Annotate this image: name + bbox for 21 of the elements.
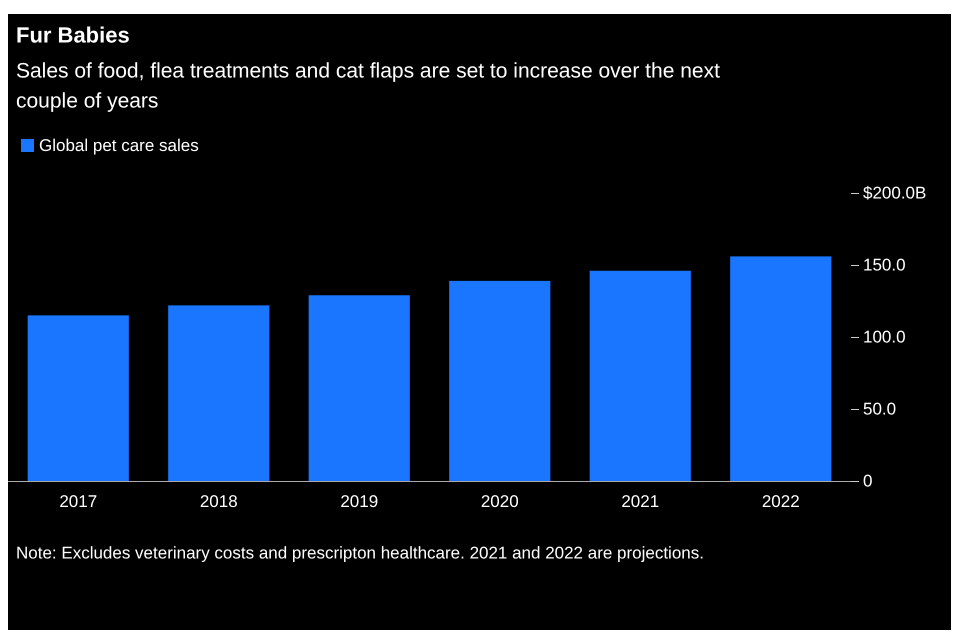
bar [730, 256, 832, 481]
x-tick-label: 2022 [762, 492, 800, 511]
x-tick-label: 2018 [200, 492, 238, 511]
y-tick-label: 0 [863, 472, 872, 490]
y-tick-label: 50.0 [863, 400, 896, 418]
y-tick-label: $200.0B [863, 184, 926, 202]
chart-title: Fur Babies [16, 22, 130, 48]
x-tick-label: 2020 [480, 492, 519, 511]
bar [28, 315, 129, 481]
chart-subtitle: Sales of food, flea treatments and cat flaps are set to increase over the next couple of years [16, 60, 726, 112]
x-tick-label: 2017 [59, 492, 98, 511]
y-tick-label: 150.0 [863, 256, 906, 274]
legend-label: Global pet care sales [39, 136, 199, 155]
text: Note: Excludes veterinary costs and prescripton healthcare. 2021 and 2022 are projections. [16, 544, 704, 562]
bar [590, 270, 691, 481]
bar [168, 305, 270, 481]
x-tick-label: 2021 [621, 492, 660, 511]
bar [308, 295, 410, 481]
x-tick-label: 2019 [340, 492, 378, 511]
y-tick-label: 100.0 [863, 328, 906, 346]
bar [449, 280, 550, 481]
